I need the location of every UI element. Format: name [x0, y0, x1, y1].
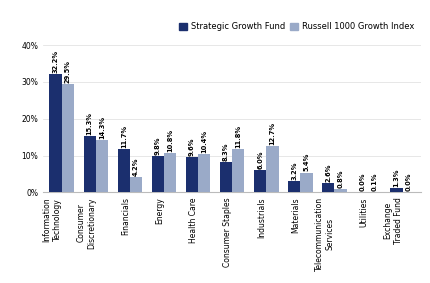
- Text: 2.6%: 2.6%: [326, 163, 332, 182]
- Bar: [322, 183, 335, 192]
- Text: 0.0%: 0.0%: [359, 173, 365, 191]
- Bar: [118, 149, 130, 192]
- Text: 15.3%: 15.3%: [87, 112, 93, 135]
- Bar: [390, 188, 402, 192]
- Bar: [254, 170, 266, 192]
- Bar: [186, 157, 198, 192]
- Text: 3.2%: 3.2%: [291, 161, 297, 179]
- Text: 5.4%: 5.4%: [304, 153, 310, 171]
- Text: 29.5%: 29.5%: [65, 60, 71, 83]
- Legend: Strategic Growth Fund, Russell 1000 Growth Index: Strategic Growth Fund, Russell 1000 Grow…: [175, 19, 417, 35]
- Bar: [130, 177, 142, 192]
- Text: 4.2%: 4.2%: [133, 157, 139, 176]
- Text: 32.2%: 32.2%: [52, 50, 58, 73]
- Text: 9.6%: 9.6%: [189, 138, 195, 156]
- Bar: [62, 84, 74, 192]
- Bar: [83, 136, 96, 192]
- Bar: [335, 190, 347, 192]
- Bar: [152, 156, 164, 192]
- Bar: [266, 146, 279, 192]
- Text: 10.8%: 10.8%: [167, 128, 173, 151]
- Bar: [164, 153, 176, 192]
- Bar: [301, 173, 313, 192]
- Bar: [96, 140, 108, 192]
- Text: 0.0%: 0.0%: [406, 173, 412, 191]
- Bar: [232, 149, 245, 192]
- Text: 1.3%: 1.3%: [393, 168, 399, 186]
- Bar: [49, 74, 62, 192]
- Bar: [288, 181, 301, 192]
- Text: 12.7%: 12.7%: [270, 121, 276, 145]
- Text: 8.3%: 8.3%: [223, 142, 229, 161]
- Text: 10.4%: 10.4%: [201, 130, 207, 153]
- Text: 0.8%: 0.8%: [338, 170, 344, 188]
- Text: 0.1%: 0.1%: [372, 172, 378, 191]
- Bar: [198, 154, 210, 192]
- Text: 14.3%: 14.3%: [99, 115, 105, 139]
- Bar: [220, 162, 232, 192]
- Text: 6.0%: 6.0%: [257, 151, 263, 169]
- Text: 11.7%: 11.7%: [121, 125, 127, 148]
- Text: 11.8%: 11.8%: [235, 125, 241, 148]
- Text: 9.8%: 9.8%: [155, 137, 161, 155]
